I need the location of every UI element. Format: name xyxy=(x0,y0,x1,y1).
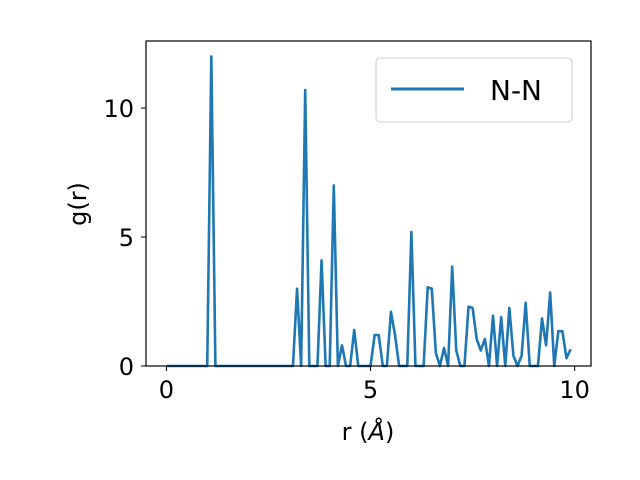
plot-frame xyxy=(145,40,592,367)
legend-box xyxy=(375,57,573,123)
x-axis-label: r (Å) xyxy=(342,417,395,446)
x-axis: 0 5 10 xyxy=(159,366,590,404)
y-tick-label: 10 xyxy=(103,95,134,123)
y-tick-label: 5 xyxy=(119,224,134,252)
x-tick-label: 5 xyxy=(363,376,378,404)
y-tick-label: 0 xyxy=(119,353,134,381)
legend-label-n-n: N-N xyxy=(490,74,542,107)
y-axis: 0 5 10 xyxy=(103,95,146,381)
x-tick-label: 0 xyxy=(159,376,174,404)
legend: N-N xyxy=(375,57,573,123)
y-axis-label: g(r) xyxy=(64,182,92,226)
x-tick-label: 10 xyxy=(559,376,590,404)
